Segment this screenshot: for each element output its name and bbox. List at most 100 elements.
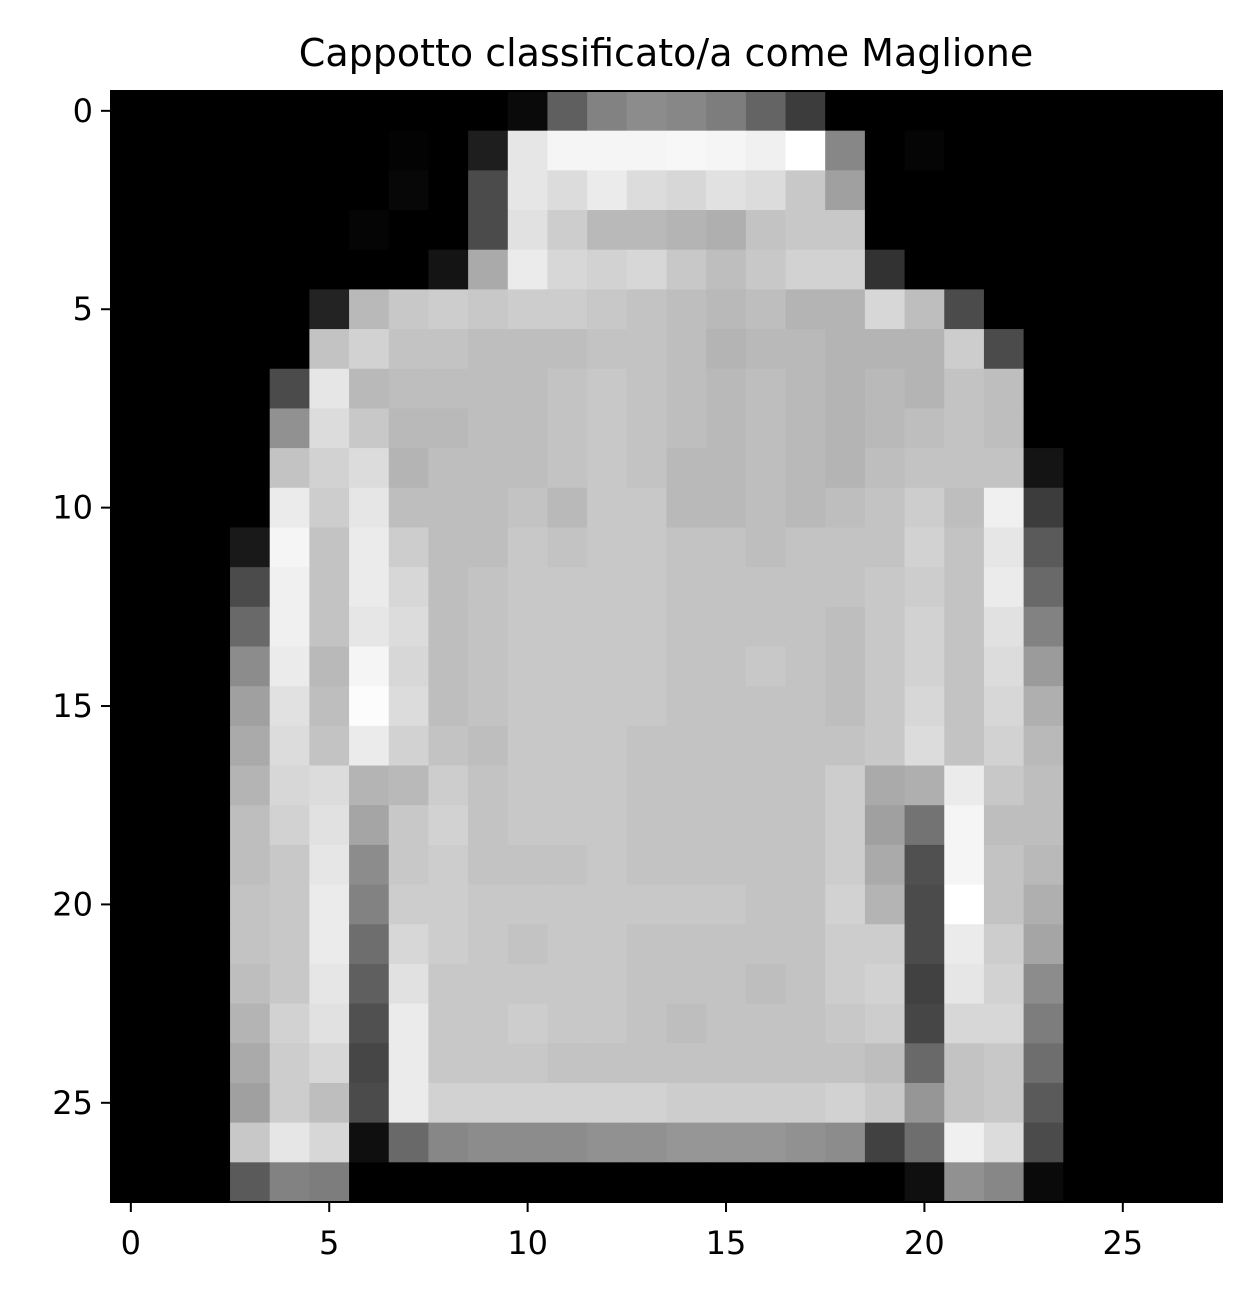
heatmap-cell bbox=[745, 805, 787, 846]
heatmap-cell bbox=[864, 686, 906, 727]
heatmap-cell bbox=[706, 368, 747, 410]
heatmap-cell bbox=[349, 567, 390, 608]
heatmap-cell bbox=[190, 924, 231, 965]
heatmap-cell bbox=[587, 487, 628, 529]
heatmap-cell bbox=[111, 844, 152, 886]
heatmap-cell bbox=[745, 1122, 787, 1163]
heatmap-cell bbox=[507, 963, 549, 1005]
heatmap-cell bbox=[666, 725, 707, 767]
heatmap-cell bbox=[507, 1003, 549, 1044]
heatmap-cell bbox=[706, 805, 747, 846]
heatmap-cell bbox=[269, 170, 310, 211]
heatmap-cell bbox=[904, 249, 945, 290]
heatmap-cell bbox=[587, 567, 628, 608]
heatmap-cell bbox=[706, 567, 747, 608]
heatmap-cell bbox=[904, 1162, 945, 1203]
heatmap-cell bbox=[1182, 91, 1223, 132]
heatmap-cell bbox=[706, 210, 747, 251]
heatmap-cell bbox=[111, 884, 152, 925]
x-tick-label: 0 bbox=[121, 1224, 141, 1262]
heatmap-cell bbox=[269, 1122, 310, 1163]
heatmap-cell bbox=[904, 765, 945, 806]
heatmap-cell bbox=[150, 210, 191, 251]
heatmap-cell bbox=[150, 567, 191, 608]
heatmap-cell bbox=[944, 249, 985, 290]
heatmap-cell bbox=[983, 963, 1025, 1005]
heatmap-cell bbox=[1182, 368, 1223, 410]
heatmap-cell bbox=[388, 1122, 430, 1163]
heatmap-cell bbox=[150, 844, 191, 886]
heatmap-cell bbox=[230, 368, 271, 410]
heatmap-cell bbox=[547, 527, 588, 568]
heatmap-cell bbox=[428, 1122, 469, 1163]
heatmap-cell bbox=[666, 924, 707, 965]
heatmap-cell bbox=[944, 1043, 985, 1084]
heatmap-cell bbox=[1102, 487, 1144, 529]
heatmap-cell bbox=[111, 527, 152, 568]
heatmap-cell bbox=[1063, 408, 1104, 449]
heatmap-cell bbox=[1063, 884, 1104, 925]
heatmap-cell bbox=[230, 289, 271, 330]
plot-frame bbox=[110, 90, 1223, 1203]
heatmap-cell bbox=[507, 646, 549, 687]
heatmap-cell bbox=[1182, 1043, 1223, 1084]
heatmap-cell bbox=[349, 924, 390, 965]
heatmap-cell bbox=[706, 884, 747, 925]
heatmap-cell bbox=[349, 1162, 390, 1203]
heatmap-cell bbox=[785, 249, 826, 290]
heatmap-cell bbox=[1102, 646, 1144, 687]
heatmap-cell bbox=[983, 368, 1025, 410]
heatmap-cell bbox=[944, 844, 985, 886]
heatmap-cell bbox=[388, 765, 430, 806]
heatmap-cell bbox=[507, 924, 549, 965]
heatmap-cell bbox=[864, 646, 906, 687]
heatmap-cell bbox=[190, 289, 231, 330]
heatmap-cell bbox=[1102, 289, 1144, 330]
heatmap-cell bbox=[1023, 1003, 1064, 1044]
x-tick-label: 5 bbox=[319, 1224, 339, 1262]
heatmap-cell bbox=[1063, 805, 1104, 846]
heatmap-cell bbox=[1142, 606, 1183, 648]
heatmap-cell bbox=[626, 448, 668, 489]
heatmap-cell bbox=[1142, 368, 1183, 410]
heatmap-cell bbox=[1023, 448, 1064, 489]
heatmap-cell bbox=[825, 91, 866, 132]
heatmap-cell bbox=[1023, 249, 1064, 290]
heatmap-cell bbox=[1102, 130, 1144, 171]
heatmap-cell bbox=[587, 289, 628, 330]
heatmap-cell bbox=[111, 606, 152, 648]
heatmap-cell bbox=[547, 130, 588, 171]
heatmap-cell bbox=[825, 289, 866, 330]
heatmap-cell bbox=[1023, 170, 1064, 211]
heatmap-cell bbox=[1142, 1162, 1183, 1203]
heatmap-cell bbox=[1023, 210, 1064, 251]
heatmap-cell bbox=[587, 924, 628, 965]
heatmap-cell bbox=[1023, 368, 1064, 410]
heatmap-cell bbox=[825, 567, 866, 608]
heatmap-cell bbox=[388, 1162, 430, 1203]
heatmap-cell bbox=[706, 765, 747, 806]
heatmap-cell bbox=[111, 368, 152, 410]
heatmap-cell bbox=[111, 686, 152, 727]
heatmap-cell bbox=[1063, 686, 1104, 727]
heatmap-cell bbox=[785, 210, 826, 251]
heatmap-cell bbox=[428, 1043, 469, 1084]
heatmap-cell bbox=[428, 844, 469, 886]
heatmap-cell bbox=[349, 844, 390, 886]
heatmap-cell bbox=[745, 170, 787, 211]
heatmap-cell bbox=[468, 1003, 509, 1044]
heatmap-cell bbox=[1102, 1003, 1144, 1044]
heatmap-cell bbox=[785, 289, 826, 330]
heatmap-cell bbox=[587, 884, 628, 925]
heatmap-cell bbox=[1182, 249, 1223, 290]
heatmap-cell bbox=[230, 963, 271, 1005]
heatmap-cell bbox=[190, 249, 231, 290]
heatmap-cell bbox=[507, 170, 549, 211]
heatmap-cell bbox=[626, 1122, 668, 1163]
heatmap-cell bbox=[309, 487, 350, 529]
heatmap-cell bbox=[785, 1122, 826, 1163]
y-tick-label: 20 bbox=[52, 885, 93, 923]
heatmap-cell bbox=[1182, 329, 1223, 370]
heatmap-cell bbox=[1023, 527, 1064, 568]
